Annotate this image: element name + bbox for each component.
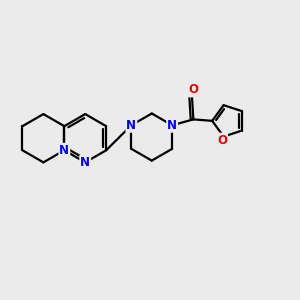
Text: N: N (80, 156, 90, 169)
Text: O: O (188, 83, 198, 96)
Text: O: O (217, 134, 227, 147)
Text: N: N (59, 144, 69, 157)
Text: N: N (167, 119, 177, 132)
Text: N: N (126, 119, 136, 132)
